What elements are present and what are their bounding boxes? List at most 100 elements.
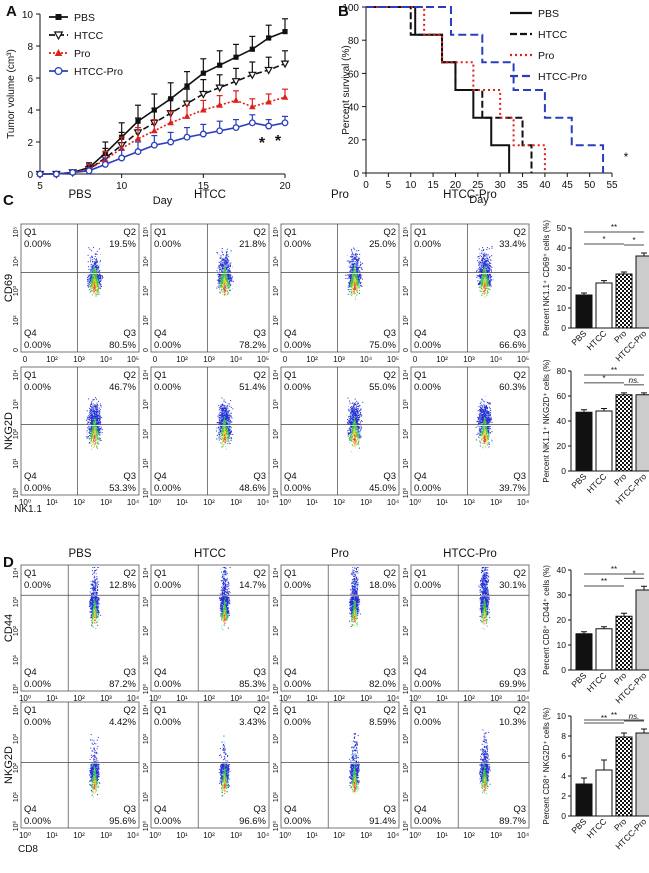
flow-dot <box>98 419 100 421</box>
flow-dot <box>90 429 92 431</box>
flow-dot <box>94 432 96 434</box>
flow-dot <box>87 416 89 418</box>
flow-dot <box>229 286 231 288</box>
flow-dot <box>220 274 222 276</box>
flow-dot <box>90 438 92 440</box>
flow-dot <box>487 270 489 272</box>
flow-dot <box>97 414 99 416</box>
flow-y-tick-label: 0 <box>13 348 20 352</box>
a-x-tick-label: 15 <box>198 181 210 192</box>
flow-dot <box>482 290 484 292</box>
flow-dot <box>95 283 97 285</box>
flow-dot <box>482 282 484 284</box>
flow-dot <box>229 277 231 279</box>
flow-dot-cloud <box>345 247 363 300</box>
flow-dot <box>93 407 95 409</box>
flow-dot <box>226 273 228 275</box>
flow-dot <box>483 275 485 277</box>
flow-dot <box>89 413 91 415</box>
flow-dot <box>95 406 97 408</box>
flow-dot <box>90 284 92 286</box>
flow-dot <box>97 288 99 290</box>
flow-dot <box>486 277 488 279</box>
flow-dot <box>91 448 93 450</box>
flow-dot <box>484 284 486 286</box>
flow-dot <box>99 423 101 425</box>
flow-dot <box>227 270 229 272</box>
flow-dot <box>358 276 360 278</box>
flow-dot <box>488 281 490 283</box>
flow-dot <box>489 280 491 282</box>
flow-dot <box>359 285 361 287</box>
flow-dot <box>95 418 97 420</box>
flow-dot <box>96 447 98 449</box>
flow-dot <box>230 250 232 252</box>
flow-dot <box>227 263 229 265</box>
flow-dot <box>92 438 94 440</box>
flow-dot <box>97 278 99 280</box>
flow-dot <box>91 416 93 418</box>
flow-dot <box>99 283 101 285</box>
b-x-tick-label: 55 <box>606 180 618 191</box>
flow-dot <box>218 283 220 285</box>
flow-dot <box>92 279 94 281</box>
flow-dot <box>90 402 92 404</box>
flow-dot <box>89 276 91 278</box>
flow-dot <box>216 434 218 436</box>
flow-dot <box>93 422 95 424</box>
a-series-line-1 <box>40 62 286 175</box>
flow-dot <box>490 269 492 271</box>
flow-dot <box>101 277 103 279</box>
flow-dot <box>488 277 490 279</box>
flow-dot <box>351 270 353 272</box>
flow-dot <box>228 270 230 272</box>
flow-dot <box>351 256 353 258</box>
flow-dot <box>227 273 229 275</box>
flow-dot <box>100 426 102 428</box>
flow-dot <box>349 280 351 282</box>
flow-dot <box>354 253 356 255</box>
flow-dot <box>487 266 489 268</box>
flow-dot <box>354 284 356 286</box>
flow-dot <box>482 261 484 263</box>
flow-dot <box>485 275 487 277</box>
flow-dot <box>481 266 483 268</box>
flow-dot <box>226 275 228 277</box>
flow-dot <box>356 255 358 257</box>
flow-dot <box>100 280 102 282</box>
flow-dot <box>350 280 352 282</box>
flow-dot <box>220 260 222 262</box>
flow-dot <box>96 412 98 414</box>
flow-dot <box>225 268 227 270</box>
flow-dot <box>225 273 227 275</box>
flow-dot <box>353 293 355 295</box>
flow-dot <box>220 284 222 286</box>
flow-x-tick-label: 10³ <box>73 355 85 364</box>
flow-dot <box>101 417 103 419</box>
flow-dot <box>221 282 223 284</box>
flow-dot <box>220 266 222 268</box>
flow-dot <box>223 264 225 266</box>
flow-dot <box>90 259 92 261</box>
flow-dot <box>98 400 100 402</box>
flow-dot <box>361 262 363 264</box>
flow-x-tick-label: 10⁴ <box>100 355 113 364</box>
flow-dot <box>221 264 223 266</box>
flow-dot <box>355 282 357 284</box>
flow-dot <box>485 282 487 284</box>
flow-dot <box>94 288 96 290</box>
flow-dot <box>486 282 488 284</box>
b-x-tick-label: 5 <box>386 180 392 191</box>
flow-dot <box>97 284 99 286</box>
a-data-point <box>184 83 190 89</box>
flow-dot <box>224 287 226 289</box>
flow-dot <box>484 263 486 265</box>
flow-dot <box>97 422 99 424</box>
flow-dot <box>94 420 96 422</box>
flow-q4-name: Q4 <box>24 471 37 482</box>
flow-dot <box>226 253 228 255</box>
flow-dot <box>348 288 350 290</box>
flow-dot <box>483 261 485 263</box>
flow-dot <box>227 281 229 283</box>
flow-dot <box>87 277 89 279</box>
